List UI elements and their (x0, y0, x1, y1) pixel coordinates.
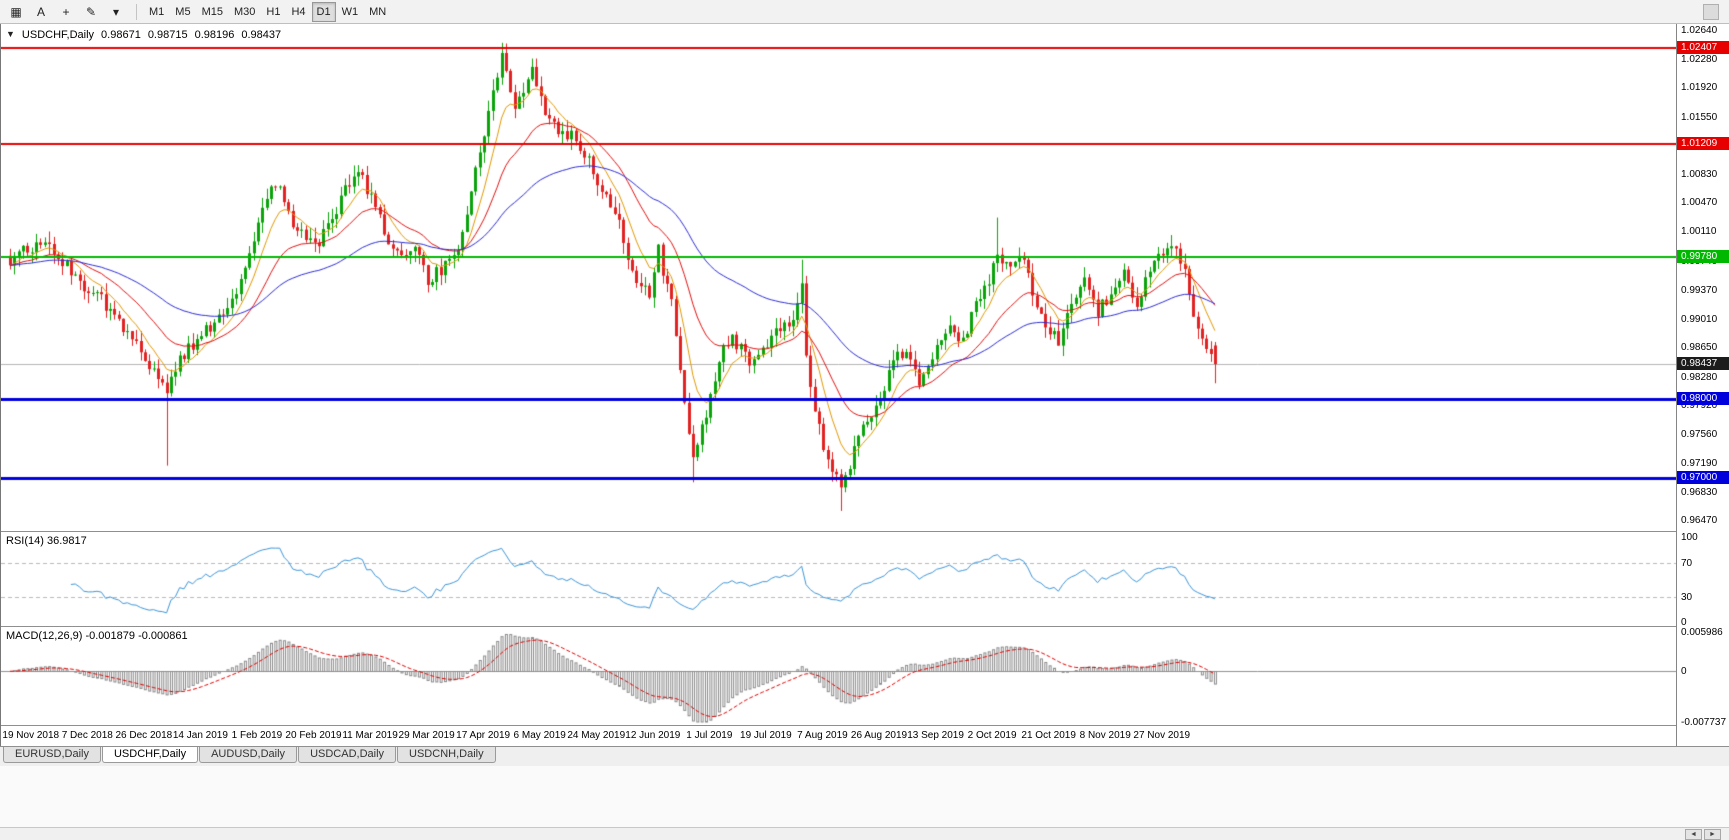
price-level-badge: 1.02407 (1677, 41, 1729, 55)
axis-tick-label: 1.01920 (1681, 82, 1718, 94)
axis-tick-label: 1.00470 (1681, 197, 1718, 209)
axis-tick-label: 0.005986 (1681, 627, 1723, 638)
axis-tick-label: 0.97920 (1681, 400, 1718, 412)
date-tick-label: 13 Sep 2019 (907, 730, 964, 741)
chart-tab-usdcnh[interactable]: USDCNH,Daily (397, 747, 496, 763)
scroll-left-button[interactable]: ◄ (1685, 828, 1702, 840)
date-tick-label: 1 Jul 2019 (686, 730, 733, 741)
axis-tick-label: 0.97190 (1681, 458, 1718, 470)
date-tick-label: 7 Aug 2019 (797, 730, 848, 741)
date-tick-label: 7 Dec 2018 (61, 730, 113, 741)
bottom-scrollbar: ◄ ► (0, 827, 1729, 840)
axis-tick-label: 1.01550 (1681, 111, 1718, 123)
high-value: 0.98715 (147, 29, 188, 41)
pane-divider[interactable] (1, 626, 1729, 627)
timeframe-w1-button[interactable]: W1 (337, 2, 364, 22)
text-annotation-icon[interactable]: A (29, 2, 53, 22)
chart-header: ▼ USDCHF,Daily 0.98671 0.98715 0.98196 0… (6, 29, 281, 41)
chart-tabs-bar: EURUSD,Daily USDCHF,Daily AUDUSD,Daily USDC… (0, 746, 1729, 766)
toolbar: ▦ A + ✎ ▾ M1 M5 M15 M30 H1 H4 D1 W1 MN (0, 0, 1729, 24)
timeframe-d1-button[interactable]: D1 (311, 1, 336, 22)
axis-tick-label: 0.99010 (1681, 313, 1718, 325)
crosshair-icon[interactable]: + (54, 2, 78, 22)
axis-tick-label: 0.96470 (1681, 515, 1718, 527)
low-value: 0.98196 (194, 29, 235, 41)
rsi-indicator-label: RSI(14) 36.9817 (6, 535, 87, 547)
date-tick-label: 14 Jan 2019 (172, 730, 228, 741)
chart-tab-usdchf[interactable]: USDCHF,Daily (101, 747, 199, 763)
chart-tab-audusd[interactable]: AUDUSD,Daily (199, 747, 298, 763)
scroll-right-button[interactable]: ► (1704, 828, 1721, 840)
date-tick-label: 26 Aug 2019 (850, 730, 908, 741)
date-tick-label: 26 Dec 2018 (115, 730, 173, 741)
axis-tick-label: 1.00110 (1681, 226, 1717, 238)
price-level-badge: 0.99780 (1677, 250, 1729, 264)
date-tick-label: 8 Nov 2019 (1079, 730, 1131, 741)
axis-tick-label: 0.99370 (1681, 284, 1718, 296)
axis-tick-label: 0.98280 (1681, 371, 1718, 383)
date-tick-label: 27 Nov 2019 (1133, 730, 1191, 741)
date-tick-label: 2 Oct 2019 (967, 730, 1017, 741)
timeframe-m1-button[interactable]: M1 (144, 2, 169, 22)
draw-line-icon[interactable]: ✎ (79, 2, 103, 22)
date-tick-label: 19 Nov 2018 (2, 730, 60, 741)
axis-tick-label: 70 (1681, 557, 1693, 569)
axis-tick-label: -0.007737 (1681, 717, 1727, 728)
symbol-label: USDCHF,Daily (21, 29, 95, 41)
timeframe-h1-button[interactable]: H1 (261, 2, 285, 22)
axis-tick-label: 30 (1681, 591, 1693, 603)
macd-indicator-label: MACD(12,26,9) -0.001879 -0.000861 (6, 630, 188, 642)
date-tick-label: 1 Feb 2019 (231, 730, 283, 741)
date-tick-label: 11 Mar 2019 (342, 730, 398, 741)
axis-tick-label: 1.02640 (1681, 24, 1718, 36)
timeframe-h4-button[interactable]: H4 (286, 2, 310, 22)
chart-tab-eurusd[interactable]: EURUSD,Daily (3, 747, 101, 763)
axis-tick-label: 0 (1681, 617, 1687, 628)
toolbar-separator (136, 3, 137, 20)
date-tick-label: 24 May 2019 (567, 730, 626, 741)
collapse-arrow-icon[interactable]: ▼ (6, 29, 15, 39)
pane-divider[interactable] (1, 725, 1729, 726)
toolbar-icon-group: ▦ A + ✎ ▾ (4, 2, 129, 22)
date-tick-label: 12 Jun 2019 (625, 730, 681, 741)
date-tick-label: 21 Oct 2019 (1021, 730, 1076, 741)
price-level-badge: 0.98000 (1677, 391, 1729, 405)
timeframe-m30-button[interactable]: M30 (229, 2, 260, 22)
window-control-button[interactable] (1703, 4, 1719, 20)
timeframe-button-group: M1 M5 M15 M30 H1 H4 D1 W1 MN (144, 1, 392, 22)
timeframe-m5-button[interactable]: M5 (170, 2, 195, 22)
date-tick-label: 6 May 2019 (513, 730, 566, 741)
pane-divider[interactable] (1, 531, 1729, 532)
price-level-badge: 0.98437 (1677, 357, 1729, 371)
chart-window[interactable]: ▼ USDCHF,Daily 0.98671 0.98715 0.98196 0… (0, 24, 1729, 746)
indicators-dropdown-icon[interactable]: ▾ (104, 2, 128, 22)
axis-tick-label: 0 (1681, 666, 1687, 678)
date-tick-label: 20 Feb 2019 (285, 730, 342, 741)
timeframe-m15-button[interactable]: M15 (197, 2, 228, 22)
price-axis[interactable]: 1.026401.022801.019201.015501.011901.008… (1676, 24, 1729, 746)
price-level-badge: 1.01209 (1677, 136, 1729, 150)
date-tick-label: 17 Apr 2019 (456, 730, 511, 741)
date-tick-label: 29 Mar 2019 (398, 730, 455, 741)
date-tick-label: 19 Jul 2019 (740, 730, 792, 741)
tile-windows-icon[interactable]: ▦ (4, 2, 28, 22)
axis-tick-label: 0.98650 (1681, 342, 1718, 354)
axis-tick-label: 0.97560 (1681, 428, 1718, 440)
axis-tick-label: 1.00830 (1681, 168, 1718, 180)
timeframe-mn-button[interactable]: MN (364, 2, 391, 22)
chart-tab-usdcad[interactable]: USDCAD,Daily (298, 747, 397, 763)
axis-tick-label: 0.96830 (1681, 486, 1718, 498)
price-chart-canvas[interactable] (1, 26, 1676, 726)
time-axis[interactable]: 19 Nov 2018 7 Dec 2018 26 Dec 2018 14 Jan 2… (1, 726, 1676, 746)
close-value: 0.98437 (241, 29, 282, 41)
axis-tick-label: 1.02280 (1681, 53, 1718, 65)
axis-tick-label: 100 (1681, 532, 1698, 543)
price-level-badge: 0.97000 (1677, 471, 1729, 485)
open-value: 0.98671 (101, 29, 141, 41)
